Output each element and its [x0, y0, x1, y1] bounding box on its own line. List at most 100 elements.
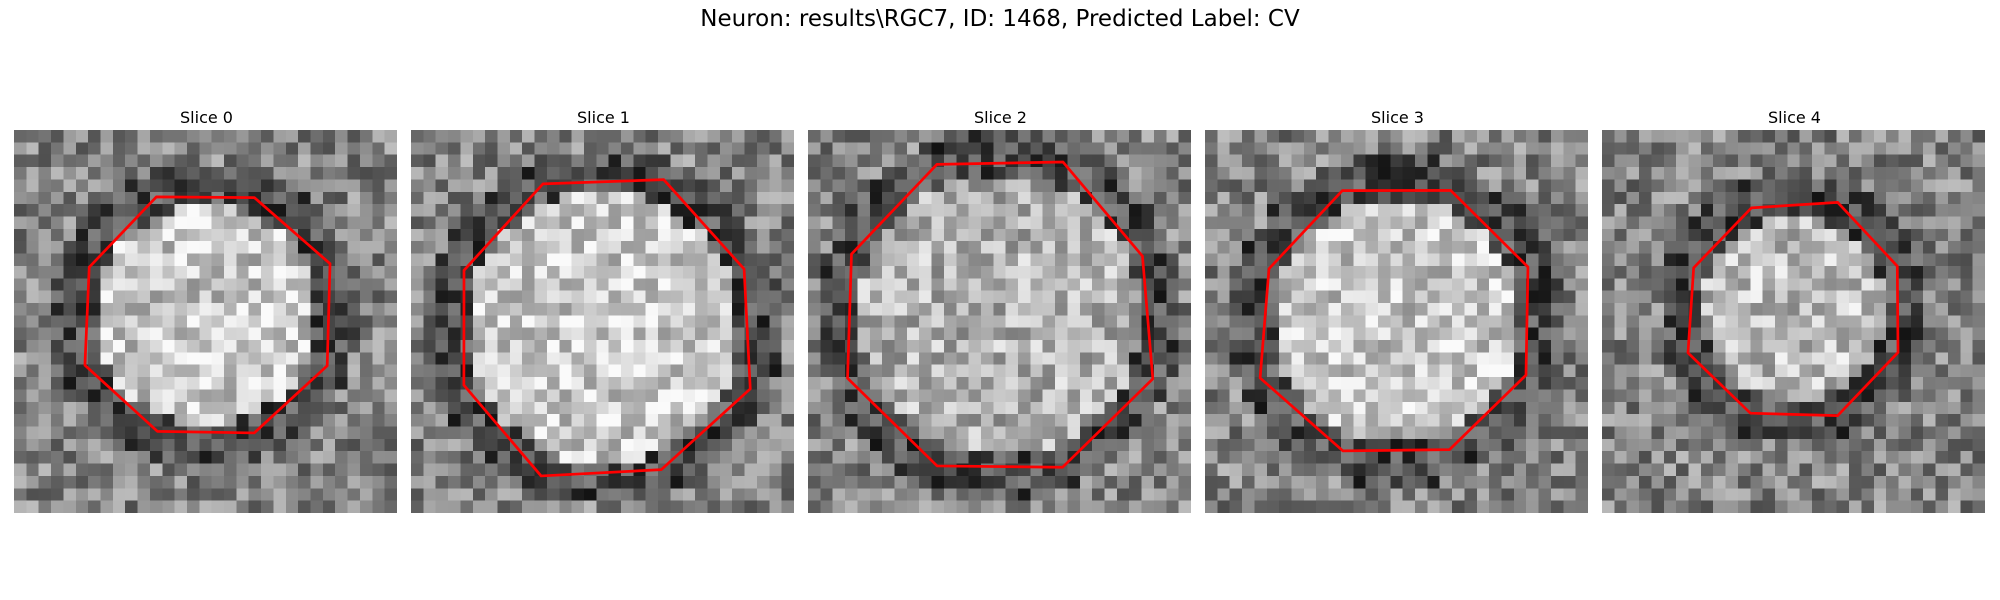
pixel	[347, 315, 361, 328]
pixel	[1910, 414, 1924, 427]
pixel	[1353, 216, 1366, 230]
pixel	[1005, 290, 1019, 304]
pixel	[1676, 426, 1689, 440]
pixel	[1762, 290, 1776, 304]
pixel	[583, 302, 597, 316]
pixel	[1217, 451, 1230, 464]
pixel	[1526, 401, 1539, 415]
pixel	[1898, 401, 1912, 415]
pixel	[1464, 290, 1478, 304]
pixel	[273, 340, 287, 353]
pixel	[236, 364, 249, 378]
pixel	[1030, 475, 1043, 489]
pixel	[682, 228, 696, 242]
pixel	[546, 241, 560, 254]
pixel	[1700, 377, 1714, 390]
pixel	[756, 154, 770, 168]
pixel	[1340, 179, 1354, 193]
pixel	[1923, 290, 1936, 304]
pixel	[1055, 451, 1068, 464]
pixel	[411, 302, 424, 316]
pixel	[1663, 340, 1677, 353]
pixel	[608, 154, 622, 168]
pixel	[14, 327, 27, 341]
pixel	[1824, 167, 1837, 180]
pixel	[1614, 228, 1627, 242]
pixel	[1291, 130, 1305, 143]
pixel	[423, 463, 436, 477]
pixel	[658, 204, 671, 217]
pixel	[931, 241, 945, 254]
pixel	[1812, 154, 1825, 168]
pixel	[1626, 389, 1640, 403]
pixel	[534, 500, 548, 513]
pixel	[695, 389, 708, 403]
pixel	[869, 389, 883, 403]
pixel	[869, 290, 883, 304]
pixel	[707, 278, 721, 291]
pixel	[781, 142, 794, 155]
pixel	[224, 389, 237, 403]
pixel	[1960, 352, 1973, 365]
pixel	[273, 500, 287, 513]
pixel	[199, 130, 212, 143]
pixel	[546, 228, 560, 242]
pixel	[273, 377, 287, 390]
pixel	[1538, 265, 1552, 279]
pixel	[769, 290, 782, 304]
pixel	[1861, 142, 1875, 155]
pixel	[1799, 364, 1813, 378]
pixel	[1178, 130, 1191, 143]
pixel	[1550, 228, 1564, 242]
pixel	[423, 142, 436, 155]
pixel	[1116, 340, 1130, 353]
pixel	[645, 302, 659, 316]
pixel	[968, 438, 982, 452]
pixel	[211, 241, 225, 254]
pixel	[919, 179, 932, 193]
pixel	[1538, 228, 1552, 242]
pixel	[1898, 377, 1912, 390]
pixel	[1178, 154, 1191, 168]
pixel	[137, 352, 151, 365]
pixel	[1513, 290, 1527, 304]
pixel	[1476, 488, 1490, 501]
pixel	[1651, 315, 1665, 328]
pixel	[906, 191, 920, 205]
pixel	[460, 500, 474, 513]
pixel	[968, 278, 982, 291]
pixel	[1415, 290, 1428, 304]
pixel	[534, 377, 548, 390]
pixel	[980, 340, 994, 353]
pixel	[1476, 290, 1490, 304]
pixel	[769, 315, 782, 328]
pixel	[248, 488, 262, 501]
pixel	[448, 438, 461, 452]
pixel	[359, 167, 373, 180]
pixel	[869, 241, 883, 254]
pixel	[1166, 327, 1179, 341]
pixel	[335, 438, 348, 452]
pixel	[993, 475, 1006, 489]
pixel	[931, 500, 945, 513]
pixel	[719, 426, 733, 440]
pixel	[534, 352, 548, 365]
pixel	[808, 216, 821, 230]
pixel	[522, 130, 535, 143]
pixel	[1340, 265, 1354, 279]
pixel	[112, 315, 126, 328]
pixel	[485, 389, 498, 403]
pixel	[1217, 327, 1230, 341]
pixel	[63, 389, 77, 403]
pixel	[38, 500, 52, 513]
pixel	[1824, 130, 1837, 143]
pixel	[1402, 401, 1416, 415]
pixel	[1774, 475, 1788, 489]
pixel	[1501, 130, 1515, 143]
pixel	[1873, 204, 1887, 217]
pixel	[1750, 475, 1763, 489]
pixel	[1849, 377, 1862, 390]
pixel	[919, 364, 932, 378]
pixel	[1178, 179, 1191, 193]
pixel	[236, 414, 249, 427]
